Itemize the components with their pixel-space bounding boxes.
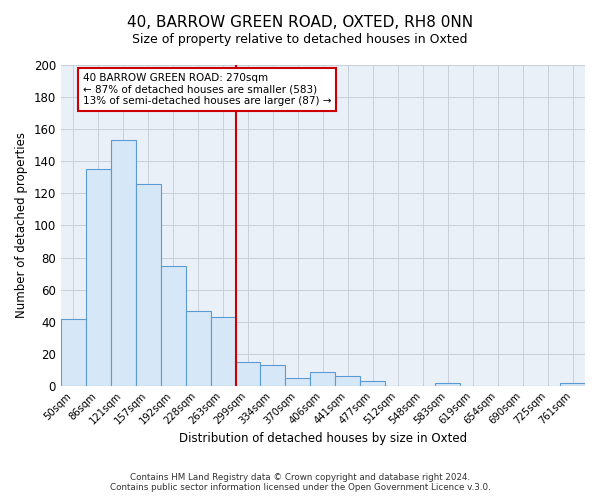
Bar bbox=[86, 170, 111, 386]
Bar bbox=[185, 310, 211, 386]
Text: Size of property relative to detached houses in Oxted: Size of property relative to detached ho… bbox=[132, 32, 468, 46]
Bar bbox=[211, 317, 236, 386]
Text: 40, BARROW GREEN ROAD, OXTED, RH8 0NN: 40, BARROW GREEN ROAD, OXTED, RH8 0NN bbox=[127, 15, 473, 30]
Bar bbox=[286, 378, 310, 386]
Bar bbox=[361, 381, 385, 386]
Text: Contains HM Land Registry data © Crown copyright and database right 2024.
Contai: Contains HM Land Registry data © Crown c… bbox=[110, 473, 490, 492]
Bar bbox=[335, 376, 361, 386]
Bar bbox=[111, 140, 136, 386]
Bar bbox=[61, 318, 86, 386]
Bar bbox=[310, 372, 335, 386]
Bar bbox=[236, 362, 260, 386]
X-axis label: Distribution of detached houses by size in Oxted: Distribution of detached houses by size … bbox=[179, 432, 467, 445]
Bar bbox=[560, 383, 585, 386]
Y-axis label: Number of detached properties: Number of detached properties bbox=[15, 132, 28, 318]
Bar bbox=[136, 184, 161, 386]
Bar bbox=[435, 383, 460, 386]
Bar bbox=[260, 365, 286, 386]
Text: 40 BARROW GREEN ROAD: 270sqm
← 87% of detached houses are smaller (583)
13% of s: 40 BARROW GREEN ROAD: 270sqm ← 87% of de… bbox=[83, 73, 331, 106]
Bar bbox=[161, 266, 185, 386]
